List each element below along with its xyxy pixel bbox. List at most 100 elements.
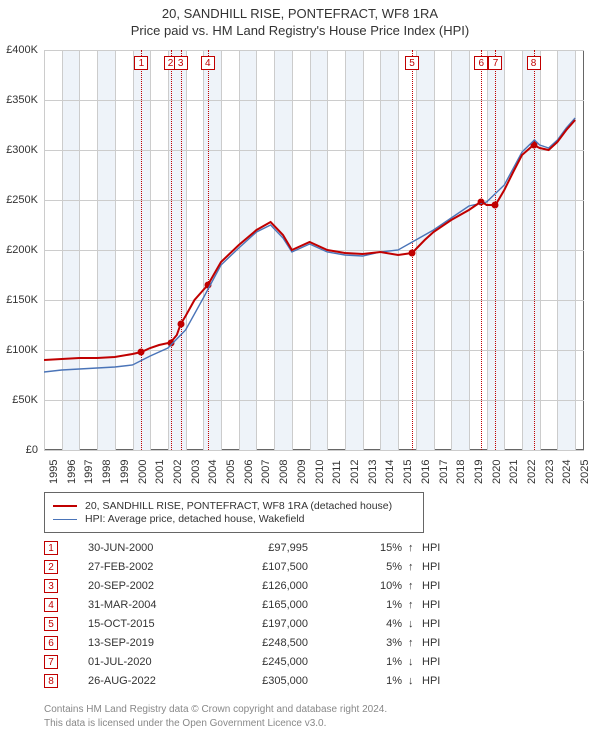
x-tick-label: 2000 [137,460,149,484]
row-price: £305,000 [228,675,348,687]
y-tick-label: £100K [6,344,38,356]
x-tick-label: 1995 [48,460,60,484]
legend-swatch-blue [53,519,77,520]
x-tick-label: 2018 [455,460,467,484]
series_red-line [44,120,575,360]
row-number: 1 [44,541,58,555]
row-price: £245,000 [228,656,348,668]
x-tick-label: 2017 [438,460,450,484]
row-price: £126,000 [228,580,348,592]
title-subtitle: Price paid vs. HM Land Registry's House … [0,23,600,38]
arrow-up-icon: ↑ [408,637,422,649]
y-tick-label: £200K [6,244,38,256]
row-pct: 5% [348,561,408,573]
gridline-h [44,450,584,451]
row-number: 3 [44,579,58,593]
table-row: 1 30-JUN-2000£97,99515%↑HPI [44,538,544,557]
row-date: 26-AUG-2022 [88,675,228,687]
row-hpi-label: HPI [422,618,462,630]
legend: 20, SANDHILL RISE, PONTEFRACT, WF8 1RA (… [44,492,424,533]
y-tick-label: £400K [6,44,38,56]
row-number: 5 [44,617,58,631]
row-date: 31-MAR-2004 [88,599,228,611]
table-row: 6 13-SEP-2019£248,5003%↑HPI [44,633,544,652]
x-tick-label: 2019 [473,460,485,484]
row-price: £97,995 [228,542,348,554]
row-number: 4 [44,598,58,612]
footnote-line2: This data is licensed under the Open Gov… [44,717,387,731]
arrow-up-icon: ↑ [408,542,422,554]
x-tick-label: 2010 [314,460,326,484]
x-tick-label: 2011 [331,460,343,484]
row-pct: 3% [348,637,408,649]
series-svg [44,50,584,450]
x-tick-label: 2012 [349,460,361,484]
table-row: 701-JUL-2020£245,0001%↓HPI [44,652,544,671]
x-tick-label: 2023 [544,460,556,484]
x-tick-label: 2009 [296,460,308,484]
row-pct: 15% [348,542,408,554]
arrow-down-icon: ↓ [408,656,422,668]
x-tick-label: 2024 [561,460,573,484]
arrow-up-icon: ↑ [408,561,422,573]
x-tick-label: 2004 [207,460,219,484]
sales-table: 130-JUN-2000£97,99515%↑HPI227-FEB-2002£1… [44,538,544,690]
row-date: 30-JUN-2000 [88,542,228,554]
x-tick-label: 2003 [190,460,202,484]
x-tick-label: 2001 [154,460,166,484]
x-tick-label: 2022 [526,460,538,484]
row-pct: 4% [348,618,408,630]
x-tick-label: 2002 [172,460,184,484]
row-pct: 1% [348,656,408,668]
y-tick-label: £150K [6,294,38,306]
row-pct: 1% [348,675,408,687]
page: 20, SANDHILL RISE, PONTEFRACT, WF8 1RA P… [0,0,600,740]
x-tick-label: 2006 [243,460,255,484]
series_blue-line [44,118,575,372]
row-number: 6 [44,636,58,650]
row-date: 15-OCT-2015 [88,618,228,630]
table-row: 826-AUG-2022£305,0001%↓HPI [44,671,544,690]
arrow-up-icon: ↑ [408,580,422,592]
x-tick-label: 2007 [260,460,272,484]
row-hpi-label: HPI [422,561,462,573]
row-price: £107,500 [228,561,348,573]
row-pct: 1% [348,599,408,611]
chart: £0£50K£100K£150K£200K£250K£300K£350K£400… [44,50,584,450]
x-tick-label: 2008 [278,460,290,484]
legend-swatch-red [53,505,77,507]
row-price: £248,500 [228,637,348,649]
x-tick-label: 2016 [420,460,432,484]
y-tick-label: £250K [6,194,38,206]
legend-series-blue: HPI: Average price, detached house, Wake… [53,513,415,525]
row-hpi-label: HPI [422,637,462,649]
y-tick-label: £350K [6,94,38,106]
table-row: 227-FEB-2002£107,5005%↑HPI [44,557,544,576]
row-hpi-label: HPI [422,542,462,554]
x-tick-label: 1998 [101,460,113,484]
y-tick-label: £0 [26,444,38,456]
footnote-line1: Contains HM Land Registry data © Crown c… [44,703,387,717]
x-tick-label: 1999 [119,460,131,484]
table-row: 320-SEP-2002£126,00010%↑HPI [44,576,544,595]
x-tick-label: 2015 [402,460,414,484]
arrow-down-icon: ↓ [408,618,422,630]
x-tick-label: 2005 [225,460,237,484]
x-tick-label: 2014 [384,460,396,484]
x-tick-label: 2013 [367,460,379,484]
y-tick-label: £50K [12,394,38,406]
arrow-down-icon: ↓ [408,675,422,687]
x-tick-label: 2025 [579,460,591,484]
row-date: 27-FEB-2002 [88,561,228,573]
x-tick-label: 2020 [491,460,503,484]
title-block: 20, SANDHILL RISE, PONTEFRACT, WF8 1RA P… [0,0,600,38]
row-price: £197,000 [228,618,348,630]
x-tick-label: 2021 [508,460,520,484]
row-date: 01-JUL-2020 [88,656,228,668]
table-row: 5 15-OCT-2015£197,0004%↓HPI [44,614,544,633]
row-number: 8 [44,674,58,688]
x-tick-label: 1996 [66,460,78,484]
title-address: 20, SANDHILL RISE, PONTEFRACT, WF8 1RA [0,6,600,21]
row-date: 13-SEP-2019 [88,637,228,649]
row-date: 20-SEP-2002 [88,580,228,592]
